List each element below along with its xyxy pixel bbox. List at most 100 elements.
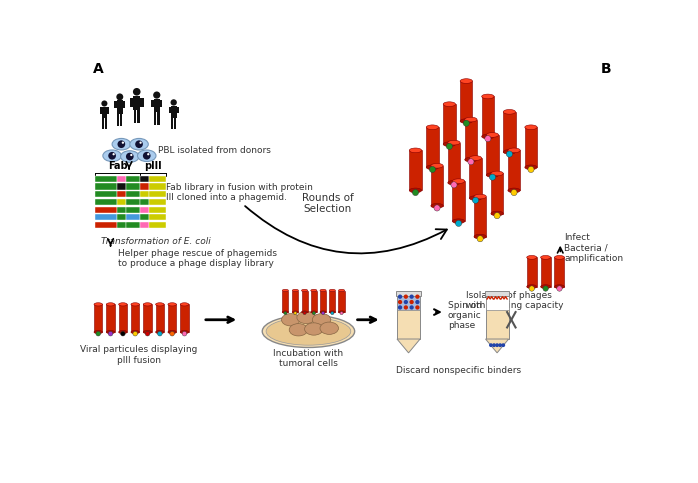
Text: Fab: Fab	[107, 161, 127, 171]
Ellipse shape	[460, 119, 473, 124]
Bar	[443, 104, 456, 144]
Text: Helper phage rescue of phagemids
to produce a phage display library: Helper phage rescue of phagemids to prod…	[118, 249, 277, 269]
Circle shape	[489, 174, 496, 180]
Circle shape	[143, 152, 151, 159]
Bar	[448, 142, 460, 183]
Bar	[95, 222, 117, 228]
Ellipse shape	[409, 148, 422, 153]
Bar	[156, 304, 164, 332]
Text: A: A	[93, 62, 103, 76]
Bar	[106, 304, 114, 332]
Bar	[397, 293, 420, 339]
Text: Discard nonspecific binders: Discard nonspecific binders	[396, 366, 521, 375]
Ellipse shape	[448, 180, 460, 185]
Ellipse shape	[131, 303, 140, 306]
Bar	[525, 127, 537, 167]
Bar	[149, 214, 166, 220]
Bar	[168, 304, 177, 332]
Ellipse shape	[156, 303, 164, 306]
Ellipse shape	[426, 125, 438, 129]
Polygon shape	[397, 339, 420, 353]
Ellipse shape	[540, 285, 551, 288]
Circle shape	[498, 343, 502, 347]
Ellipse shape	[339, 311, 345, 313]
Ellipse shape	[443, 102, 456, 106]
Bar	[171, 118, 173, 129]
Circle shape	[398, 295, 402, 299]
Bar	[292, 290, 299, 312]
Bar	[126, 191, 140, 198]
Bar	[486, 293, 509, 339]
Circle shape	[340, 312, 343, 315]
Ellipse shape	[119, 303, 127, 306]
Ellipse shape	[452, 219, 465, 224]
Bar	[527, 257, 537, 286]
Bar	[130, 98, 133, 107]
Bar	[120, 114, 122, 126]
Bar	[131, 304, 140, 332]
Bar	[95, 199, 117, 205]
Bar	[329, 290, 336, 312]
Text: Incubation with
tumoral cells: Incubation with tumoral cells	[274, 349, 343, 369]
Ellipse shape	[302, 311, 308, 313]
Bar	[154, 113, 156, 125]
Circle shape	[170, 99, 177, 106]
Ellipse shape	[297, 311, 315, 324]
Bar	[140, 214, 149, 220]
Bar	[154, 99, 160, 113]
Ellipse shape	[554, 285, 565, 288]
Bar	[117, 114, 119, 126]
Circle shape	[485, 136, 491, 142]
Ellipse shape	[312, 313, 331, 326]
Ellipse shape	[527, 256, 537, 259]
Circle shape	[126, 153, 133, 160]
Ellipse shape	[156, 330, 164, 334]
Bar	[157, 113, 160, 125]
Circle shape	[495, 343, 499, 347]
Ellipse shape	[302, 289, 308, 292]
Bar	[452, 181, 465, 221]
Circle shape	[96, 331, 101, 336]
Circle shape	[415, 300, 419, 304]
Bar	[460, 81, 473, 121]
Ellipse shape	[282, 289, 288, 292]
Circle shape	[489, 343, 493, 347]
Circle shape	[492, 343, 496, 347]
Bar	[311, 290, 317, 312]
Bar	[95, 184, 117, 190]
Text: Viral particules displaying
pIII fusion: Viral particules displaying pIII fusion	[80, 345, 198, 365]
Bar	[426, 127, 438, 167]
FancyArrowPatch shape	[245, 206, 447, 254]
Bar	[409, 150, 422, 190]
Circle shape	[415, 295, 419, 299]
Bar	[469, 158, 482, 198]
Bar	[126, 222, 140, 228]
Bar	[95, 191, 117, 198]
Circle shape	[451, 182, 457, 188]
Text: Infect
Bacteria /
amplification: Infect Bacteria / amplification	[564, 233, 623, 263]
Bar	[140, 98, 144, 107]
Bar	[133, 96, 140, 110]
Bar	[151, 100, 154, 107]
Bar	[140, 207, 149, 213]
Bar	[126, 207, 140, 213]
Circle shape	[398, 305, 402, 310]
Ellipse shape	[527, 285, 537, 288]
Ellipse shape	[304, 323, 323, 335]
Ellipse shape	[503, 110, 516, 114]
Bar	[302, 290, 308, 312]
Bar	[503, 112, 516, 152]
Bar	[117, 184, 126, 190]
Circle shape	[511, 189, 517, 196]
Circle shape	[133, 331, 138, 336]
Circle shape	[117, 141, 125, 148]
Bar	[140, 191, 149, 198]
Bar	[126, 176, 140, 182]
Text: pIII: pIII	[144, 161, 162, 171]
Bar	[149, 207, 166, 213]
Circle shape	[108, 331, 113, 336]
Ellipse shape	[262, 315, 355, 347]
Circle shape	[529, 286, 535, 291]
Ellipse shape	[168, 303, 177, 306]
Circle shape	[463, 120, 469, 127]
